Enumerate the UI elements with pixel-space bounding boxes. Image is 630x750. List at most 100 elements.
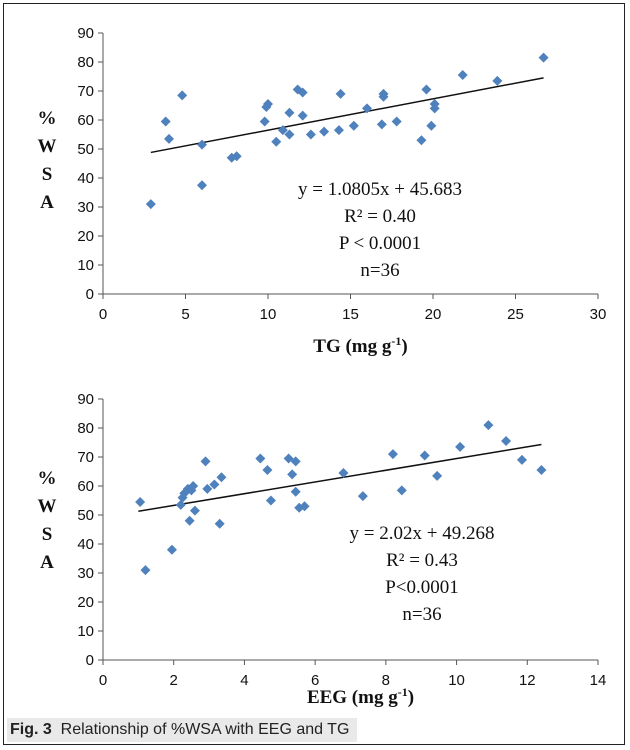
chart1-y-tick-label: 0 [86, 286, 94, 303]
chart1-y-tick-label: 70 [77, 83, 94, 100]
chart1-x-title-main: TG (mg g [313, 336, 392, 357]
chart2-data-point [290, 456, 301, 467]
chart2-y-label-letter: A [40, 552, 54, 573]
chart1-data-point [492, 75, 503, 86]
chart1-y-tick-label: 10 [77, 257, 94, 274]
chart1-data-point [416, 135, 427, 146]
chart1-x-tick-label: 25 [507, 306, 524, 323]
chart2-y-tick-label: 80 [77, 420, 94, 437]
chart2-y-label-letter: % [38, 468, 57, 489]
chart1-annotation: P < 0.0001 [339, 233, 421, 254]
chart2-y-label-letter: S [42, 524, 53, 545]
chart1-y-tick-label: 90 [77, 25, 94, 42]
figure-caption: Fig. 3 Relationship of %WSA with EEG and… [7, 718, 358, 742]
chart1-data-point [277, 125, 288, 136]
chart2-data-point [202, 483, 213, 494]
chart2-data-point [265, 495, 276, 506]
chart1-trendline [150, 77, 544, 154]
chart2-data-point [501, 436, 512, 447]
chart1-data-point [197, 180, 207, 191]
chart2-data-point [166, 544, 177, 555]
chart2-data-point [184, 515, 195, 526]
chart1-data-point [335, 88, 346, 99]
chart2-data-point [255, 453, 266, 464]
chart2-data-point [290, 486, 301, 497]
chart1-x-tick-label: 5 [181, 306, 189, 323]
chart2-x-axis-title: EEG (mg g-1) [307, 685, 414, 708]
chart2-x-title-main: EEG (mg g [307, 687, 398, 708]
chart2-data-point [357, 491, 368, 502]
chart1-data-point [164, 133, 174, 144]
chart1-data-point [259, 116, 270, 127]
chart1-data-point [429, 99, 440, 110]
chart1-data-point [362, 103, 372, 114]
chart2-annotation: n=36 [402, 604, 441, 625]
chart2-x-tick-label: 8 [382, 672, 390, 689]
chart1-y-tick-label: 50 [77, 141, 94, 158]
chart2-data-point [419, 450, 430, 461]
chart1-data-point [305, 129, 316, 140]
chart2-x-title-end: ) [408, 687, 414, 708]
chart1-data-point [391, 116, 402, 127]
chart1-data-point [177, 90, 188, 101]
chart2-data-point [536, 465, 547, 476]
chart1-annotation: n=36 [360, 260, 399, 281]
chart1-x-tick-label: 0 [99, 306, 107, 323]
chart1-x-tick-label: 30 [590, 306, 607, 323]
chart2-y-tick-label: 0 [86, 652, 94, 669]
caption-text: Relationship of %WSA with EEG and TG [60, 721, 350, 738]
chart2-annotation: R² = 0.43 [386, 550, 458, 571]
chart1-y-tick-label: 20 [77, 228, 94, 245]
chart2-x-tick-label: 4 [240, 672, 248, 689]
chart2-data-point [209, 479, 220, 490]
chart2-data-point [140, 565, 151, 576]
chart1-data-point [284, 129, 295, 140]
chart1-data-point [297, 110, 308, 121]
chart1-data-point [197, 139, 207, 150]
chart1-data-point [231, 151, 242, 162]
chart1-y-label-letter: A [40, 192, 54, 213]
chart1-y-tick-label: 40 [77, 170, 94, 187]
chart1-data-point [271, 136, 282, 147]
chart1-x-title-end: ) [401, 336, 407, 357]
chart1-x-tick-label: 10 [260, 306, 277, 323]
chart2-y-tick-label: 10 [77, 623, 94, 640]
chart1-x-title-sup: -1 [391, 334, 401, 348]
chart2-x-tick-label: 6 [311, 672, 319, 689]
chart1-y-tick-label: 30 [77, 199, 94, 216]
chart2-x-tick-label: 14 [590, 672, 607, 689]
chart2-trendline [138, 443, 542, 513]
chart1-data-point [378, 88, 389, 99]
chart1-data-point [457, 70, 468, 81]
chart2-y-tick-label: 40 [77, 536, 94, 553]
chart1-data-point [160, 116, 171, 127]
chart2-data-point [287, 469, 298, 480]
chart1-y-label-letter: W [38, 136, 57, 157]
chart2-y-tick-label: 60 [77, 478, 94, 495]
chart1-data-point [145, 199, 156, 210]
chart1-data-point [426, 120, 437, 131]
caption-label: Fig. 3 [10, 721, 52, 738]
chart1-data-point [421, 84, 432, 95]
chart1-y-tick-label: 60 [77, 112, 94, 129]
chart1-x-tick-label: 15 [342, 306, 359, 323]
chart2-x-tick-label: 2 [170, 672, 178, 689]
chart2-data-point [432, 470, 443, 481]
chart2-data-point [455, 441, 466, 452]
chart2-data-point [387, 449, 398, 460]
chart2-data-point [189, 505, 200, 516]
chart2-x-tick-label: 0 [99, 672, 107, 689]
chart1-y-tick-label: 80 [77, 54, 94, 71]
chart1-x-tick-label: 20 [425, 306, 442, 323]
chart1-y-label-letter: % [38, 108, 57, 129]
chart2-annotation: y = 2.02x + 49.268 [350, 523, 495, 544]
chart2-data-point [396, 485, 407, 496]
chart1-data-point [333, 125, 344, 136]
chart1-data-point [538, 52, 549, 63]
chart2-x-tick-label: 10 [448, 672, 465, 689]
chart2-data-point [516, 454, 527, 465]
chart2-x-tick-label: 12 [519, 672, 536, 689]
chart1-annotation: y = 1.0805x + 45.683 [298, 179, 462, 200]
chart1-data-point [263, 99, 273, 110]
